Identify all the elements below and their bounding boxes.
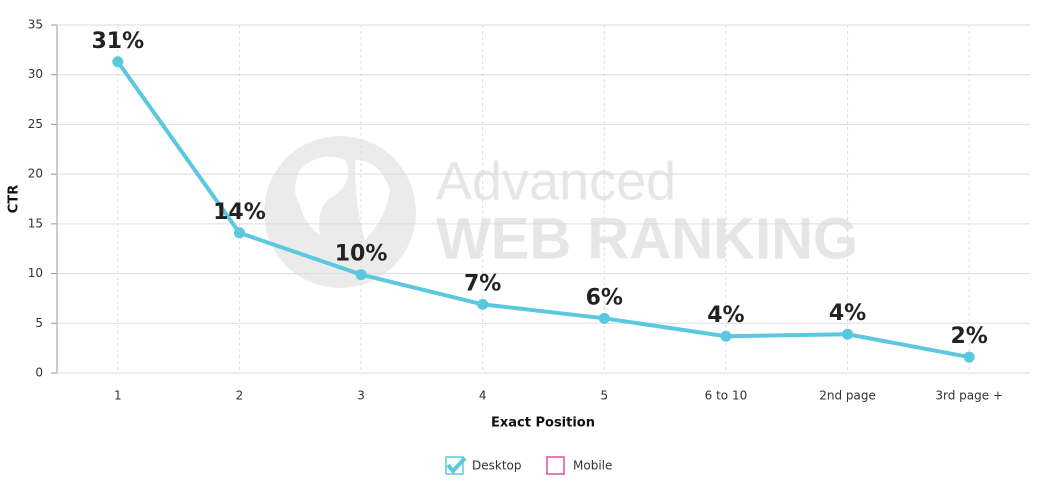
data-point [963, 351, 975, 363]
y-tick-label: 5 [35, 316, 43, 330]
data-label: 2% [951, 324, 988, 349]
x-tick-label: 2nd page [819, 389, 876, 403]
legend-checkbox [546, 456, 565, 475]
data-label: 7% [464, 271, 501, 296]
y-tick-label: 15 [28, 216, 43, 230]
data-label: 6% [586, 285, 623, 310]
data-point [598, 312, 610, 324]
x-tick-label: 1 [114, 389, 122, 403]
x-tick-label: 6 to 10 [705, 389, 748, 403]
data-point [233, 227, 245, 239]
data-point [355, 269, 367, 281]
x-tick-label: 3 [357, 389, 365, 403]
y-tick-label: 0 [35, 366, 43, 380]
data-label: 31% [91, 29, 144, 54]
watermark: Advanced [436, 151, 676, 211]
data-label: 14% [213, 200, 266, 225]
x-tick-label: 4 [479, 389, 487, 403]
data-point [720, 330, 732, 342]
y-tick-label: 20 [28, 167, 43, 181]
x-axis-title: Exact Position [491, 416, 595, 431]
legend-check [446, 456, 467, 475]
x-tick-label: 3rd page + [935, 389, 1003, 403]
data-point [842, 328, 854, 340]
data-point [112, 56, 124, 68]
x-tick-label: 2 [236, 389, 244, 403]
legend-label: Mobile [573, 459, 612, 473]
data-point [477, 298, 489, 310]
data-label: 4% [707, 303, 744, 328]
legend-label: Desktop [472, 459, 522, 473]
y-tick-label: 25 [28, 117, 43, 131]
legend-item[interactable]: Desktop [445, 456, 522, 475]
watermark: WEB RANKING [436, 206, 858, 271]
y-tick-label: 10 [28, 266, 43, 280]
x-tick-label: 5 [600, 389, 608, 403]
y-axis-title: CTR [7, 185, 22, 213]
y-tick-label: 35 [28, 18, 43, 32]
data-label: 4% [829, 301, 866, 326]
y-tick-label: 30 [28, 67, 43, 81]
legend-item[interactable]: Mobile [546, 456, 612, 475]
series-line [116, 60, 970, 360]
data-label: 10% [335, 242, 388, 267]
